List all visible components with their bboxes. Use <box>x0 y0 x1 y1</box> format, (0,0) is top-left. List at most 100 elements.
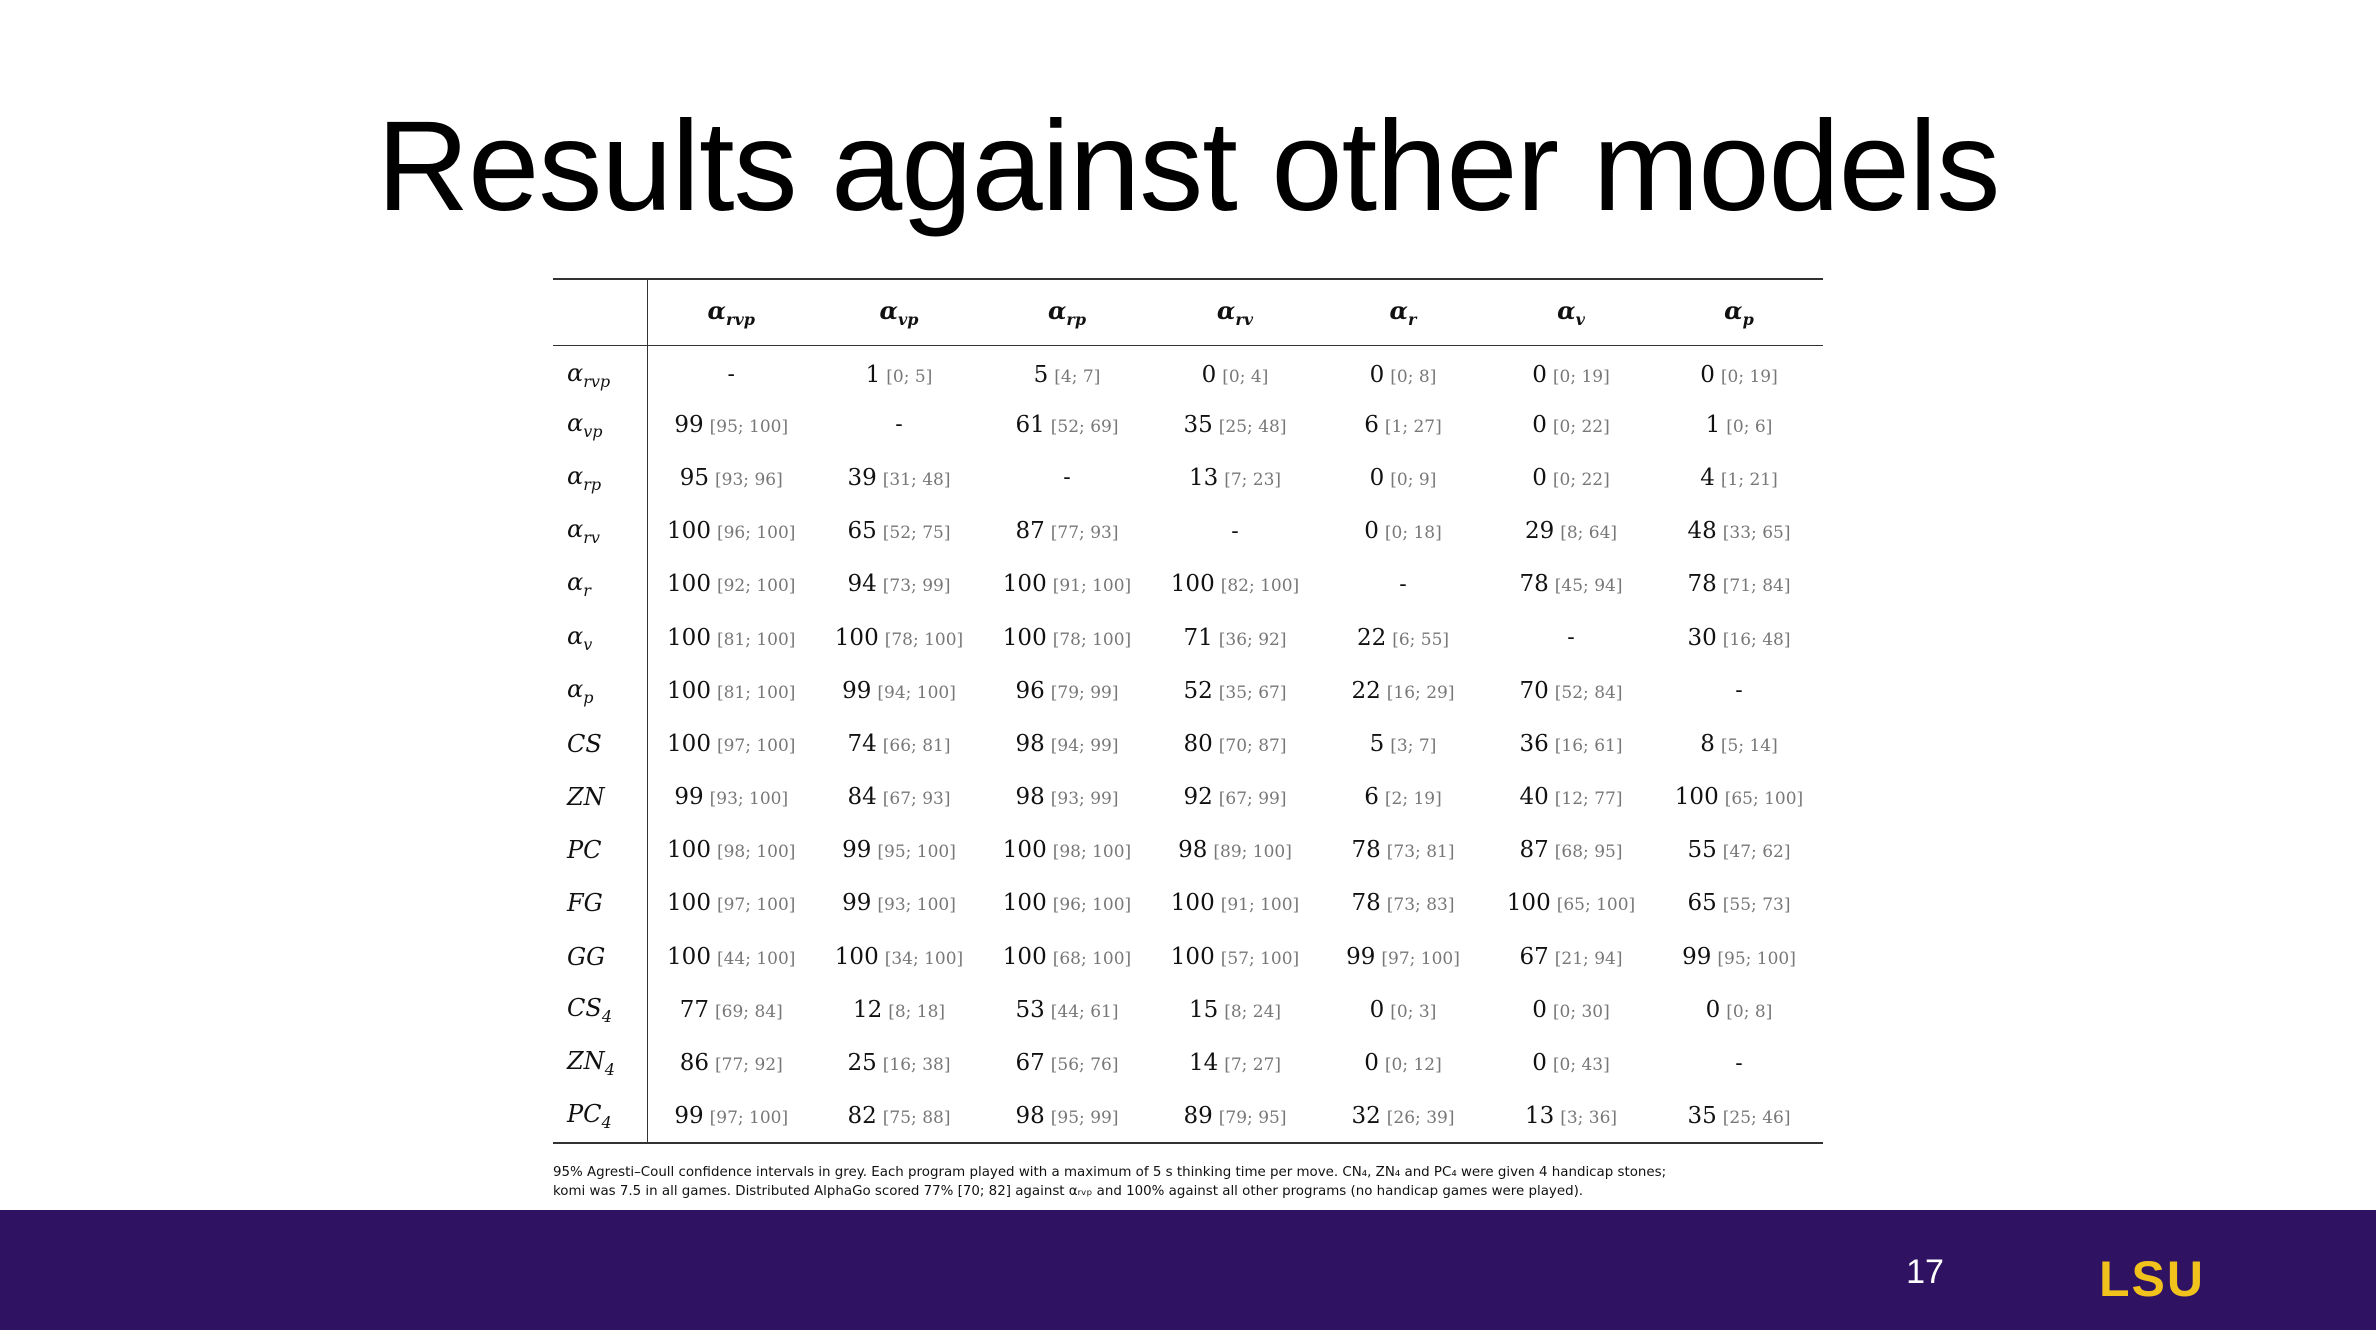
cell-confidence-interval: [5; 14] <box>1720 735 1778 756</box>
symbol-base: CS <box>567 729 602 758</box>
cell-content: 99 [95; 100] <box>1682 944 1796 970</box>
cell-value: 86 <box>679 1050 710 1077</box>
table-cell: 53 [44; 61] <box>983 983 1151 1036</box>
symbol: CS <box>553 730 647 758</box>
cell-value: 100 <box>1674 784 1719 811</box>
cell-content: 100 [96; 100] <box>1003 890 1131 916</box>
cell-value: 99 <box>674 784 704 811</box>
table-cell: 100 [68; 100] <box>983 930 1151 983</box>
cell-content: 55 [47; 62] <box>1688 837 1791 863</box>
cell-confidence-interval: [0; 22] <box>1552 416 1610 437</box>
table-cell: 100 [57; 100] <box>1151 930 1319 983</box>
cell-confidence-interval: [0; 12] <box>1384 1055 1442 1076</box>
cell-value: - <box>1231 518 1239 544</box>
cell-confidence-interval: [25; 48] <box>1218 416 1287 437</box>
cell-confidence-interval: [3; 7] <box>1390 735 1437 756</box>
symbol-subscript: 4 <box>601 1006 612 1026</box>
cell-content: 15 [8; 24] <box>1189 997 1281 1023</box>
symbol-subscript: vp <box>583 421 603 441</box>
table-cell: 55 [47; 62] <box>1655 824 1823 877</box>
table-cell: 48 [33; 65] <box>1655 505 1823 558</box>
table-cell: 0 [0; 3] <box>1319 983 1487 1036</box>
cell-content: 99 [93; 100] <box>842 890 956 916</box>
cell-content: 78 [71; 84] <box>1688 571 1791 597</box>
cell-content: 94 [73; 99] <box>848 571 951 597</box>
table-cell: 98 [89; 100] <box>1151 824 1319 877</box>
symbol-subscript: p <box>1742 309 1754 329</box>
cell-confidence-interval: [67; 93] <box>882 789 951 810</box>
table-cell: 87 [68; 95] <box>1487 824 1655 877</box>
table-cell: 0 [0; 30] <box>1487 983 1655 1036</box>
row-header: PC4 <box>553 1089 648 1143</box>
symbol-subscript: rv <box>1235 309 1254 329</box>
table-cell: 100 [97; 100] <box>647 717 815 770</box>
cell-confidence-interval: [95; 100] <box>1717 948 1796 969</box>
symbol-base: α <box>567 674 584 703</box>
symbol-subscript: r <box>1408 309 1417 329</box>
cell-content: 0 [0; 9] <box>1370 465 1437 491</box>
cell-content: 25 [16; 38] <box>848 1050 951 1076</box>
cell-value: 98 <box>1015 784 1045 811</box>
cell-content: 100 [98; 100] <box>1003 837 1132 863</box>
cell-confidence-interval: [1; 21] <box>1720 469 1778 490</box>
cell-value: 65 <box>847 518 877 545</box>
symbol-subscript: v <box>583 634 593 654</box>
cell-confidence-interval: [21; 94] <box>1554 948 1623 969</box>
table-row: GG 100 [44; 100] 100 [34; 100] 100 [68; 100] 10… <box>553 930 1823 984</box>
cell-value: 99 <box>842 837 872 864</box>
cell-confidence-interval: [0; 3] <box>1390 1001 1437 1022</box>
cell-confidence-interval: [66; 81] <box>882 735 951 756</box>
cell-confidence-interval: [98; 100] <box>1052 842 1132 863</box>
cell-value: 77 <box>679 996 710 1023</box>
cell-value: 98 <box>1178 837 1208 864</box>
cell-value: 40 <box>1519 784 1549 811</box>
cell-content: 98 [94; 99] <box>1016 731 1119 757</box>
table-cell: 100 [92; 100] <box>647 558 815 611</box>
table-cell: 82 [75; 88] <box>815 1090 983 1143</box>
cell-value: 13 <box>1524 1102 1555 1129</box>
cell-value: 99 <box>842 890 872 917</box>
table-cell: 0 [0; 43] <box>1487 1036 1655 1089</box>
slide-title: Results against other models <box>376 95 2001 238</box>
column-header: αp <box>1655 279 1823 345</box>
cell-content: 29 [8; 64] <box>1525 518 1617 544</box>
cell-confidence-interval: [78; 100] <box>884 629 964 650</box>
cell-content: 99 [93; 100] <box>674 784 788 810</box>
cell-content: 99 [95; 100] <box>674 412 788 438</box>
cell-value: - <box>1735 678 1743 704</box>
cell-content: 30 [16; 48] <box>1688 625 1791 651</box>
symbol: αrp <box>553 462 647 494</box>
cell-value: 53 <box>1015 996 1045 1023</box>
table-cell: 1 [0; 5] <box>815 345 983 398</box>
cell-content: 80 [70; 87] <box>1184 731 1287 757</box>
cell-content: 22 [16; 29] <box>1352 678 1455 704</box>
cell-content: 52 [35; 67] <box>1184 678 1287 704</box>
cell-value: 0 <box>1532 1050 1547 1077</box>
table-cell: 22 [6; 55] <box>1319 611 1487 664</box>
caption-line-2: komi was 7.5 in all games. Distributed A… <box>553 1184 1584 1199</box>
cell-content: - <box>1567 625 1574 650</box>
table-cell: 100 [34; 100] <box>815 930 983 983</box>
cell-content: - <box>1063 465 1070 490</box>
cell-content: - <box>895 412 902 437</box>
cell-content: 0 [0; 19] <box>1700 362 1778 388</box>
cell-confidence-interval: [8; 18] <box>888 1001 946 1022</box>
row-header: FG <box>553 876 648 931</box>
cell-value: 82 <box>847 1102 877 1129</box>
cell-confidence-interval: [95; 100] <box>877 842 956 863</box>
cell-confidence-interval: [0; 19] <box>1720 366 1778 387</box>
cell-confidence-interval: [12; 77] <box>1554 789 1623 810</box>
table-row: αvp 99 [95; 100] -61 [52; 69] 35 [25; 48] 6 [1; … <box>553 398 1823 452</box>
column-header: αv <box>1487 279 1655 345</box>
cell-value: 89 <box>1183 1102 1213 1129</box>
cell-confidence-interval: [52; 75] <box>882 523 951 544</box>
cell-value: 0 <box>1364 1050 1379 1077</box>
table-cell: 52 [35; 67] <box>1151 664 1319 717</box>
cell-content: 36 [16; 61] <box>1520 731 1623 757</box>
cell-confidence-interval: [97; 100] <box>716 735 796 756</box>
table-cell: 29 [8; 64] <box>1487 505 1655 558</box>
table-row: FG 100 [97; 100] 99 [93; 100] 100 [96; 100] 100… <box>553 876 1823 931</box>
symbol-subscript: v <box>1575 309 1585 329</box>
symbol: αp <box>553 675 647 707</box>
cell-value: 96 <box>1015 677 1045 704</box>
